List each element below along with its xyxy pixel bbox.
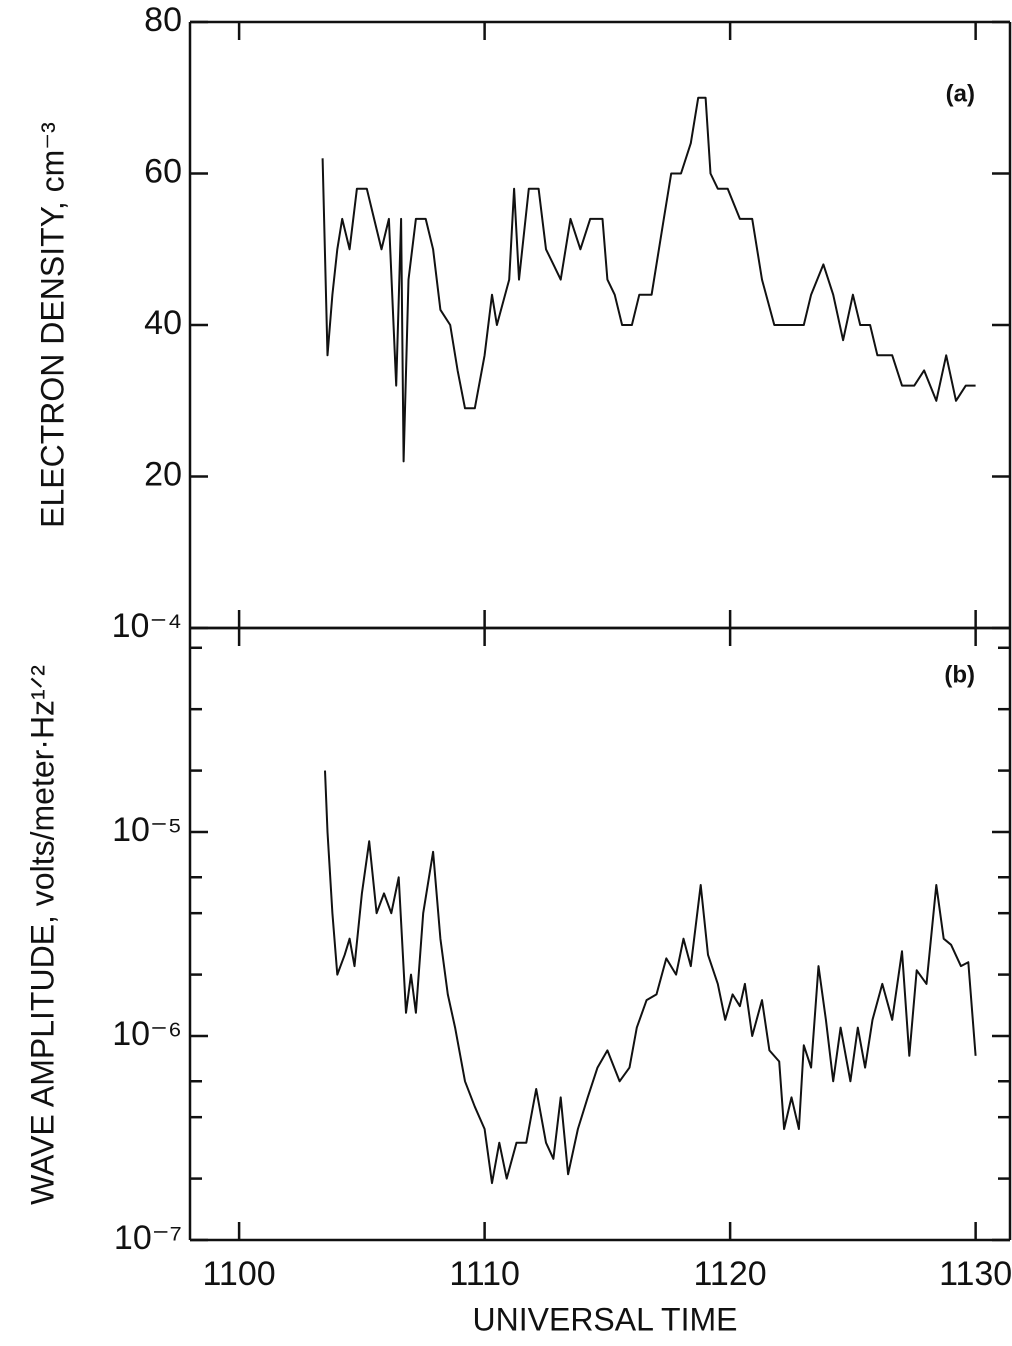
x-tick-label: 1120 bbox=[694, 1255, 767, 1293]
y-axis-label: WAVE AMPLITUDE, volts/meter·Hz¹ᐟ² bbox=[24, 665, 60, 1205]
y-tick-label: 10⁻⁴ bbox=[112, 607, 182, 645]
y-tick-label: 20 bbox=[144, 455, 182, 493]
y-tick-label: 40 bbox=[144, 304, 182, 342]
data-line bbox=[321, 96, 976, 463]
y-tick-label: 10⁻⁷ bbox=[114, 1219, 182, 1257]
x-tick-label: 1100 bbox=[203, 1255, 276, 1293]
x-tick-label: 1110 bbox=[449, 1255, 520, 1293]
data-line bbox=[324, 770, 977, 1185]
y-axis-label: ELECTRON DENSITY, cm⁻³ bbox=[34, 122, 70, 528]
y-tick-label: 80 bbox=[144, 1, 182, 39]
panel-label: (a) bbox=[946, 80, 975, 107]
y-tick-label: 10⁻⁵ bbox=[112, 811, 182, 849]
panel-label: (b) bbox=[944, 661, 975, 688]
x-axis-label: UNIVERSAL TIME bbox=[473, 1301, 738, 1337]
y-tick-label: 10⁻⁶ bbox=[112, 1015, 182, 1053]
x-tick-label: 1130 bbox=[939, 1255, 1012, 1293]
y-tick-label: 60 bbox=[144, 152, 182, 190]
